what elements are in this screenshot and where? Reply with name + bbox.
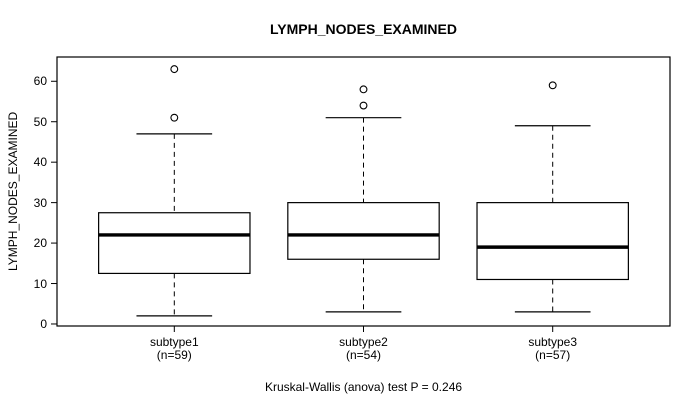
group-name: subtype1: [149, 335, 199, 349]
y-tick-label: 40: [33, 155, 47, 170]
y-tick-label: 20: [33, 236, 47, 251]
footnote: Kruskal-Wallis (anova) test P = 0.246: [264, 380, 463, 394]
group-count: (n=59): [156, 348, 192, 362]
box-subtype3: [476, 202, 629, 281]
box-subtype1: [98, 212, 251, 275]
group-count: (n=54): [345, 348, 382, 362]
y-tick-label: 10: [33, 276, 47, 291]
y-tick-label: 50: [33, 114, 47, 129]
y-tick-label: 60: [33, 74, 47, 89]
outlier-point: [359, 85, 368, 94]
box-subtype2: [287, 202, 440, 260]
outlier-point: [170, 113, 179, 122]
chart-title: LYMPH_NODES_EXAMINED: [270, 21, 457, 37]
x-group-label: subtype2 (n=54): [284, 336, 444, 362]
outlier-point: [548, 81, 557, 90]
group-name: subtype2: [339, 335, 388, 349]
x-group-label: subtype3 (n=57): [473, 336, 633, 362]
y-tick-label: 30: [33, 195, 47, 210]
group-count: (n=57): [535, 348, 571, 362]
x-group-label: subtype1 (n=59): [94, 336, 254, 362]
group-name: subtype3: [528, 335, 578, 349]
outlier-point: [359, 101, 368, 110]
outlier-point: [170, 65, 179, 74]
y-tick-label: 0: [40, 316, 47, 331]
